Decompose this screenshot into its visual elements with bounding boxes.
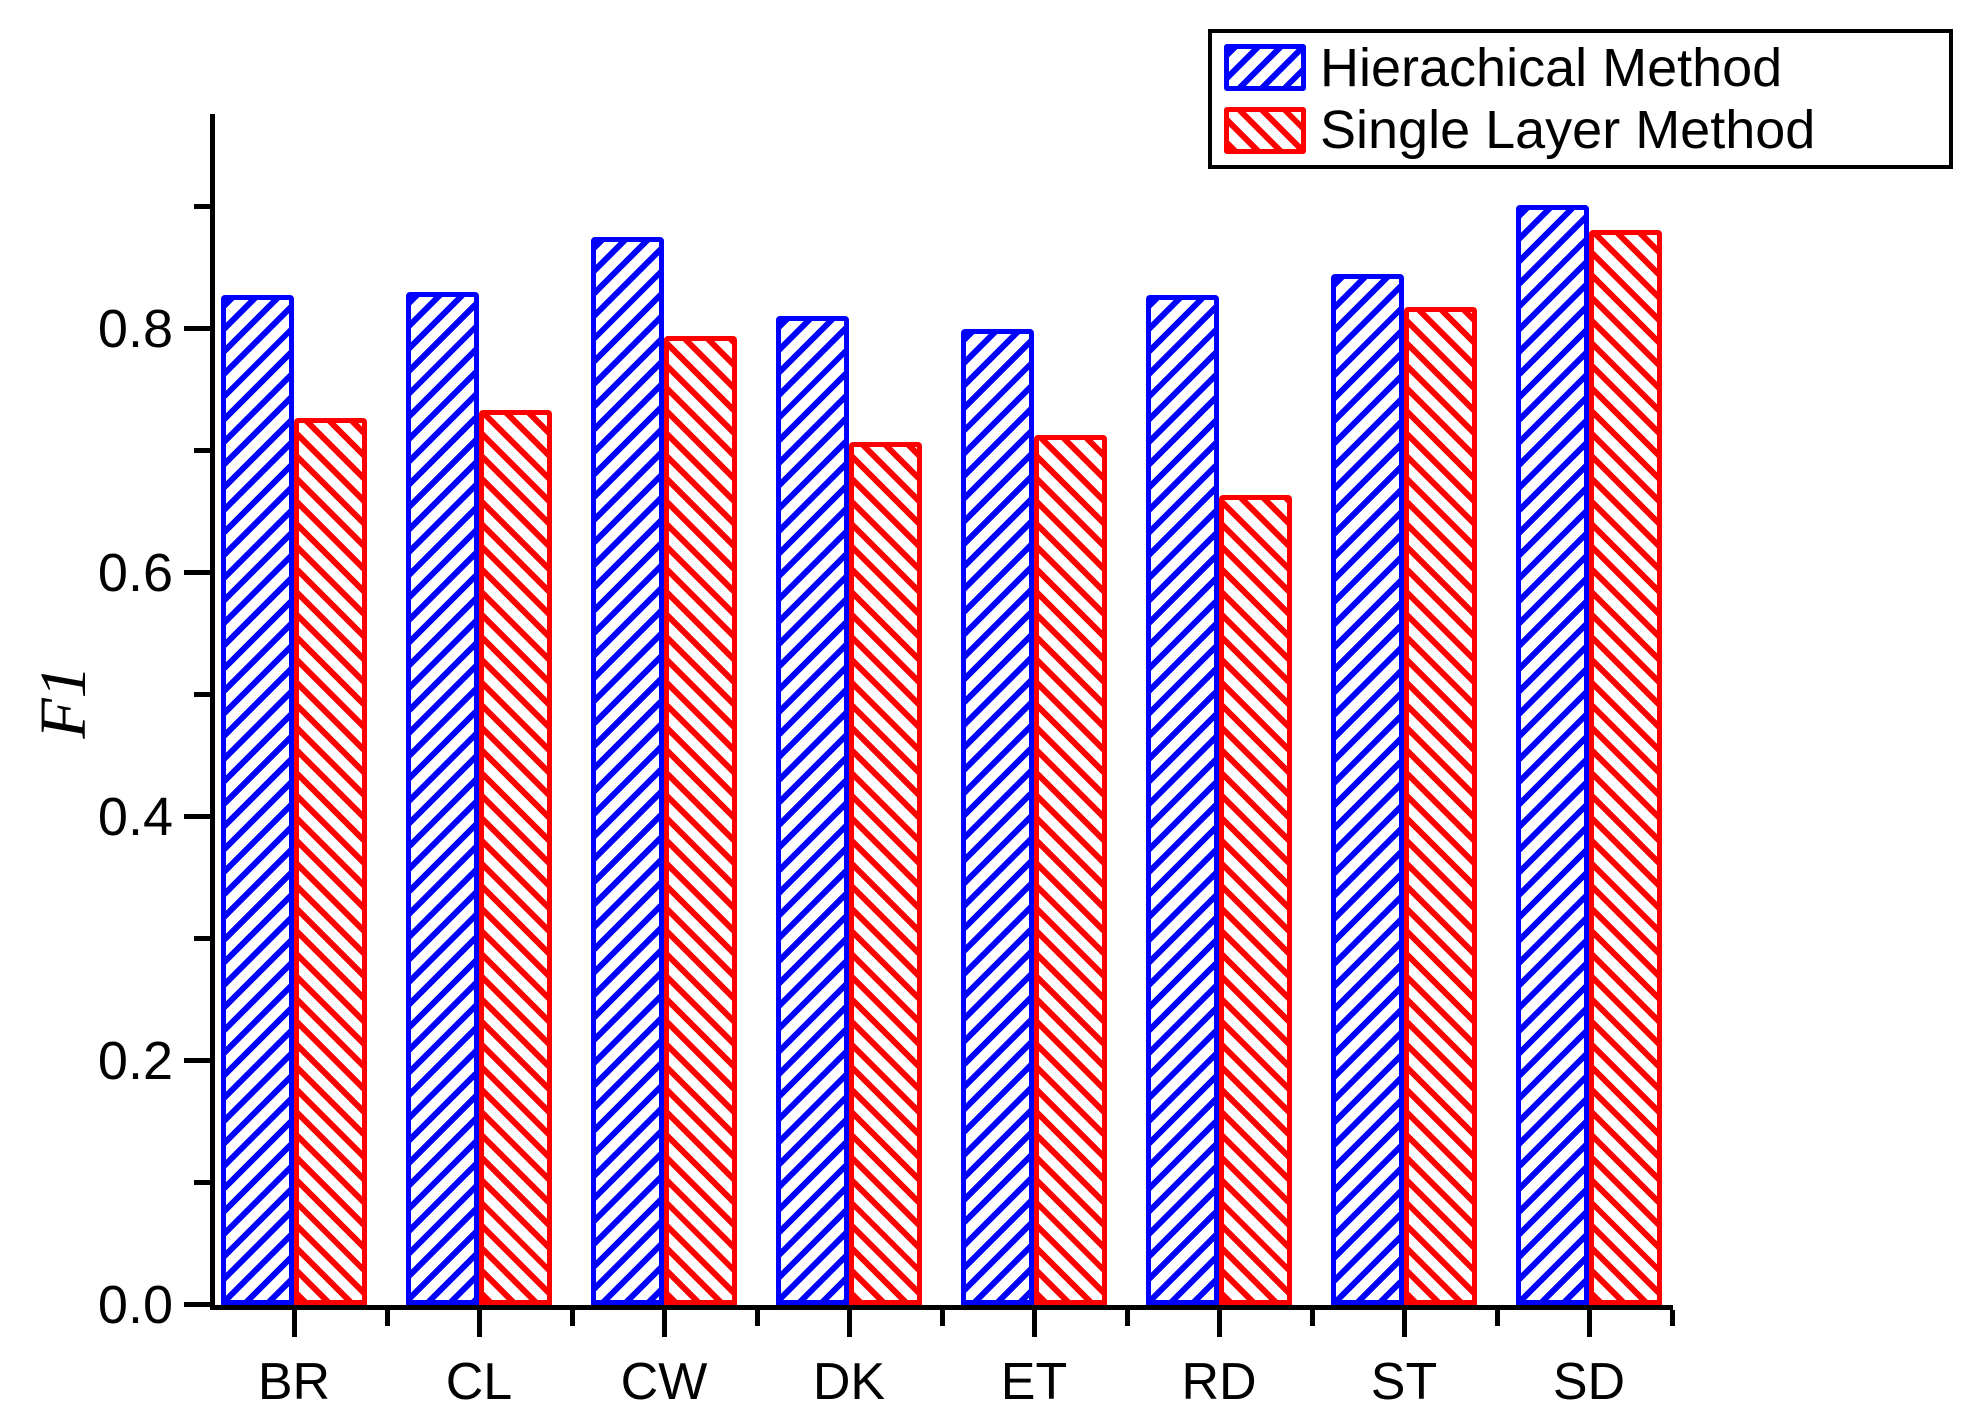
legend: Hierachical Method Single Layer Method xyxy=(1208,29,1953,169)
x-tick-label-st: ST xyxy=(1370,1353,1438,1411)
x-minor-tick xyxy=(755,1310,760,1326)
x-major-tick xyxy=(1587,1310,1592,1337)
y-major-tick xyxy=(184,570,210,575)
x-tick-label-dk: DK xyxy=(812,1353,886,1411)
x-minor-tick xyxy=(1495,1310,1500,1326)
y-minor-tick xyxy=(194,936,210,941)
legend-item-hierachical-method: Hierachical Method xyxy=(1224,40,1949,96)
y-minor-tick xyxy=(194,692,210,697)
x-major-tick xyxy=(1402,1310,1407,1337)
y-minor-tick xyxy=(194,1180,210,1185)
bar-hierachical-method-et xyxy=(961,329,1034,1305)
bar-hierachical-method-cl xyxy=(406,292,479,1305)
bar-hierachical-method-sd xyxy=(1516,205,1589,1305)
x-axis-end-tick xyxy=(1670,1310,1675,1326)
x-major-tick xyxy=(662,1310,667,1337)
x-minor-tick xyxy=(570,1310,575,1326)
x-minor-tick xyxy=(1310,1310,1315,1326)
x-major-tick xyxy=(1217,1310,1222,1337)
y-major-tick xyxy=(184,814,210,819)
y-minor-tick xyxy=(194,448,210,453)
bar-single-layer-method-dk xyxy=(849,442,922,1305)
x-tick-label-br: BR xyxy=(257,1353,331,1411)
x-minor-tick xyxy=(385,1310,390,1326)
bar-hierachical-method-cw xyxy=(591,237,664,1305)
bar-single-layer-method-rd xyxy=(1219,495,1292,1305)
x-tick-label-cw: CW xyxy=(620,1353,708,1411)
legend-swatch-hierachical-method xyxy=(1224,44,1306,92)
legend-label: Single Layer Method xyxy=(1320,100,1816,161)
plot-area: 0.0 0.2 0.4 0.6 0.8 BR CL CW DK ET RD ST SD xyxy=(98,114,1675,1411)
bar-single-layer-method-sd xyxy=(1589,230,1662,1305)
bar-single-layer-method-et xyxy=(1034,435,1107,1305)
x-major-tick xyxy=(1032,1310,1037,1337)
x-major-tick xyxy=(292,1310,297,1337)
bar-hierachical-method-br xyxy=(221,295,294,1305)
x-major-tick xyxy=(847,1310,852,1337)
bar-hierachical-method-dk xyxy=(776,316,849,1305)
x-tick-label-cl: CL xyxy=(445,1353,513,1411)
x-tick-label-sd: SD xyxy=(1552,1353,1626,1411)
y-tick-label: 0.6 xyxy=(97,543,173,603)
x-minor-tick xyxy=(940,1310,945,1326)
y-tick-label: 0.8 xyxy=(97,299,173,359)
x-minor-tick xyxy=(1125,1310,1130,1326)
y-tick-label: 0.4 xyxy=(97,787,173,847)
bar-hierachical-method-rd xyxy=(1146,295,1219,1305)
y-major-tick xyxy=(184,1058,210,1063)
x-tick-label-rd: RD xyxy=(1181,1353,1257,1411)
y-major-tick xyxy=(184,326,210,331)
x-tick-label-et: ET xyxy=(1000,1353,1068,1411)
legend-label: Hierachical Method xyxy=(1320,37,1783,98)
x-axis-line xyxy=(210,1305,1673,1310)
y-tick-label: 0.0 xyxy=(97,1275,173,1335)
bar-single-layer-method-st xyxy=(1404,307,1477,1305)
bar-single-layer-method-cl xyxy=(479,410,552,1305)
y-major-tick xyxy=(184,1302,210,1307)
bar-hierachical-method-st xyxy=(1331,274,1404,1305)
legend-item-single-layer-method: Single Layer Method xyxy=(1224,102,1949,158)
bar-single-layer-method-cw xyxy=(664,336,737,1305)
legend-swatch-single-layer-method xyxy=(1224,106,1306,154)
y-minor-tick xyxy=(194,204,210,209)
y-axis-line xyxy=(210,114,215,1310)
x-major-tick xyxy=(477,1310,482,1337)
bar-single-layer-method-br xyxy=(294,418,367,1305)
y-axis-title: F1 xyxy=(27,665,100,739)
y-tick-label: 0.2 xyxy=(97,1031,173,1091)
